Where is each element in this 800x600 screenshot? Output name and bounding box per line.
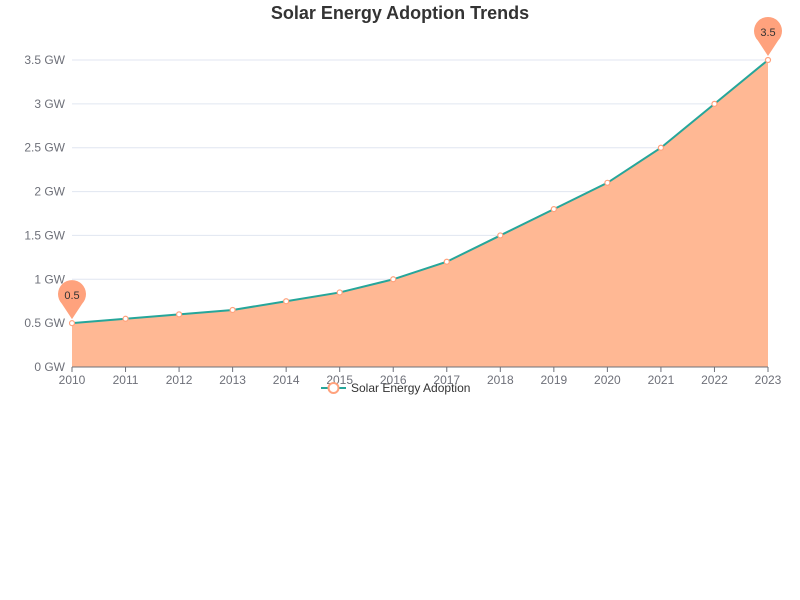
x-tick-label: 2011	[113, 373, 139, 387]
x-tick-label: 2023	[755, 373, 782, 387]
data-point[interactable]	[443, 258, 450, 265]
max-value-pin: 3.5	[754, 16, 783, 56]
y-tick-label: 0 GW	[34, 360, 65, 374]
data-point[interactable]	[175, 311, 183, 318]
x-tick-label: 2018	[487, 373, 514, 387]
x-tick-label: 2012	[166, 373, 193, 387]
data-point[interactable]	[764, 56, 772, 64]
y-tick-label: 2.5 GW	[24, 141, 65, 155]
data-pins: 0.5 3.5	[58, 16, 783, 320]
x-tick-label: 2014	[273, 373, 300, 387]
min-value-pin: 0.5	[58, 280, 86, 320]
data-point[interactable]	[550, 206, 557, 213]
data-point[interactable]	[68, 320, 76, 327]
data-point[interactable]	[497, 232, 504, 239]
y-tick-label: 1 GW	[34, 272, 65, 286]
x-tick-label: 2020	[594, 373, 621, 387]
pin-label: 3.5	[760, 27, 775, 39]
data-point[interactable]	[229, 306, 236, 314]
y-tick-label: 1.5 GW	[24, 228, 65, 242]
data-point[interactable]	[336, 289, 343, 296]
data-point[interactable]	[604, 179, 611, 186]
data-point[interactable]	[283, 298, 290, 305]
chart-title: Solar Energy Adoption Trends	[271, 3, 529, 23]
grid-lines	[72, 59, 768, 324]
series-area-layer	[71, 59, 769, 367]
x-tick-label: 2019	[540, 373, 567, 387]
series-points	[68, 56, 772, 327]
data-point[interactable]	[657, 144, 665, 151]
x-tick-label: 2021	[648, 373, 675, 387]
legend-marker	[327, 382, 340, 394]
legend[interactable]: Solar Energy Adoption	[321, 381, 470, 395]
x-tick-label: 2016	[380, 373, 407, 387]
pin-shape	[754, 16, 783, 56]
legend-label: Solar Energy Adoption	[351, 381, 470, 395]
x-tick-label: 2022	[701, 373, 728, 387]
x-tick-label: 2017	[433, 373, 460, 387]
pin-shape	[58, 280, 86, 320]
y-tick-label: 3.5 GW	[24, 53, 65, 67]
y-tick-label: 3 GW	[34, 97, 65, 111]
y-tick-label: 2 GW	[34, 185, 65, 199]
data-point[interactable]	[711, 100, 718, 107]
data-point[interactable]	[390, 276, 397, 283]
y-tick-label: 0.5 GW	[24, 316, 65, 330]
series-area	[72, 60, 768, 367]
data-point[interactable]	[122, 315, 129, 322]
pin-label: 0.5	[64, 290, 79, 302]
x-tick-label: 2013	[219, 373, 246, 387]
x-tick-label: 2010	[59, 373, 86, 387]
series-line	[71, 59, 769, 325]
